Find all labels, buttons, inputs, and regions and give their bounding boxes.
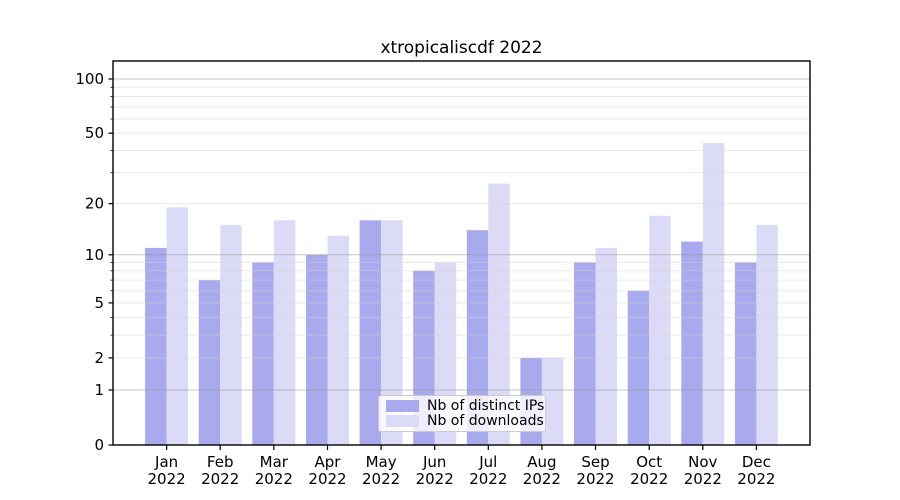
legend-item-downloads: Nb of downloads [386,414,544,429]
x-tick-label-month-mar: Mar [260,453,289,471]
bar-downloads-oct [649,215,671,445]
axes-spines [112,60,811,446]
bar-distinct-ips-jan [145,247,167,445]
bar-distinct-ips-sep [574,262,596,445]
x-tick-label-month-feb: Feb [207,453,234,471]
x-tick-label-year-jan: 2022 [148,470,186,488]
bar-distinct-ips-nov [681,241,703,445]
y-tick-label-1: 1 [94,381,104,399]
x-tick-label-month-sep: Sep [581,453,609,471]
legend-item-distinct-ips: Nb of distinct IPs [386,398,544,413]
x-tick-label-month-jul: Jul [478,453,497,471]
x-tick-label-month-apr: Apr [315,453,342,471]
x-tick-label-year-mar: 2022 [255,470,293,488]
bar-distinct-ips-may [359,220,382,445]
x-tick-label-month-nov: Nov [688,453,717,471]
x-tick-label-year-feb: 2022 [201,470,239,488]
legend-swatch-distinct-ips [386,399,419,412]
x-tick-label-month-aug: Aug [527,453,556,471]
bar-distinct-ips-jul [466,230,489,445]
y-tick-label-50: 50 [85,124,104,142]
legend-swatch-downloads [386,415,419,428]
y-tick-label-10: 10 [85,246,104,264]
bar-downloads-nov [702,143,725,445]
x-tick-label-year-jun: 2022 [416,470,454,488]
legend-label-downloads: Nb of downloads [427,413,544,430]
y-tick-label-100: 100 [75,70,104,88]
bar-distinct-ips-feb [198,280,221,445]
legend-label-distinct-ips: Nb of distinct IPs [427,397,545,414]
bar-downloads-jul [488,183,510,445]
bar-downloads-sep [595,247,617,445]
x-tick-label-month-oct: Oct [636,453,662,471]
x-tick-label-month-jun: Jun [422,453,446,471]
bar-distinct-ips-apr [306,254,328,445]
bar-downloads-aug [541,357,564,445]
x-tick-label-year-oct: 2022 [630,470,668,488]
x-tick-label-year-dec: 2022 [737,470,775,488]
bar-distinct-ips-mar [252,262,274,445]
y-tick-label-5: 5 [94,294,104,312]
bar-downloads-may [381,220,403,445]
x-tick-label-month-may: May [366,453,397,471]
y-tick-label-0: 0 [94,436,104,454]
x-tick-label-year-may: 2022 [362,470,400,488]
y-tick-label-2: 2 [94,349,104,367]
x-tick-label-year-sep: 2022 [576,470,614,488]
x-tick-label-year-nov: 2022 [684,470,722,488]
bar-downloads-mar [273,220,296,445]
bar-distinct-ips-dec [734,262,757,445]
legend-box: Nb of distinct IPs Nb of downloads [378,395,546,432]
x-tick-label-year-jul: 2022 [469,470,507,488]
x-tick-label-year-apr: 2022 [308,470,346,488]
bar-distinct-ips-oct [627,290,650,445]
x-tick-label-year-aug: 2022 [523,470,561,488]
bar-downloads-jan [166,207,189,445]
x-tick-label-month-jan: Jan [154,453,178,471]
x-tick-label-month-dec: Dec [742,453,771,471]
chart-title: xtropicaliscdf 2022 [380,38,543,58]
y-tick-label-20: 20 [85,195,104,213]
bar-downloads-apr [327,235,349,445]
